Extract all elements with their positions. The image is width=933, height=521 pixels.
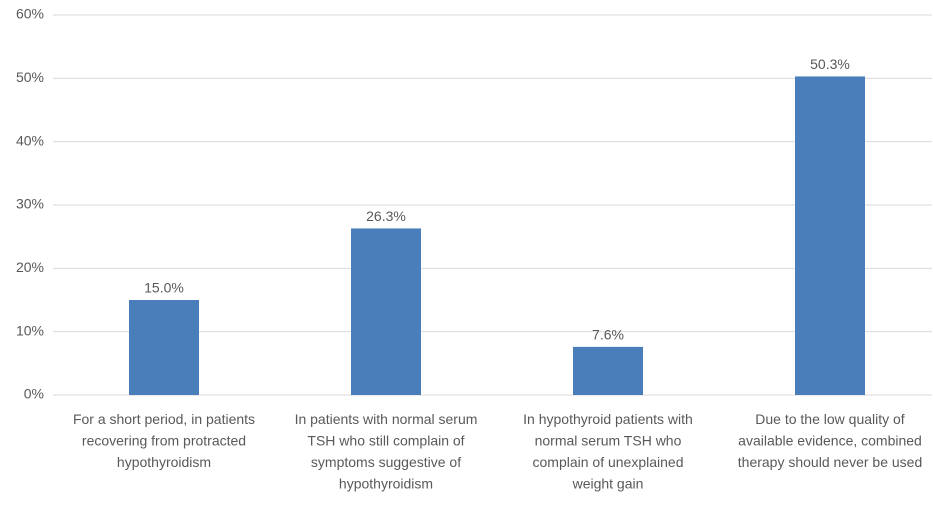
y-tick-label: 60% bbox=[16, 6, 44, 22]
y-tick-label: 0% bbox=[24, 386, 44, 402]
bar bbox=[129, 300, 199, 395]
data-label: 50.3% bbox=[810, 56, 850, 72]
y-tick-label: 10% bbox=[16, 322, 44, 338]
data-label: 15.0% bbox=[144, 280, 184, 296]
y-tick-label: 50% bbox=[16, 69, 44, 85]
x-tick-label: Due to the low quality of available evide… bbox=[738, 411, 922, 470]
y-tick-label: 20% bbox=[16, 259, 44, 275]
bar bbox=[573, 346, 643, 395]
x-tick-label: For a short period, in patients recoverin… bbox=[73, 411, 255, 470]
x-tick-label: In patients with normal serum TSH who sti… bbox=[295, 411, 478, 492]
data-label: 26.3% bbox=[366, 208, 406, 224]
x-tick-label: In hypothyroid patients with normal serum… bbox=[523, 411, 693, 492]
bar bbox=[795, 76, 865, 395]
y-tick-label: 30% bbox=[16, 196, 44, 212]
y-tick-label: 40% bbox=[16, 132, 44, 148]
data-label: 7.6% bbox=[592, 327, 624, 343]
bar bbox=[351, 228, 421, 395]
